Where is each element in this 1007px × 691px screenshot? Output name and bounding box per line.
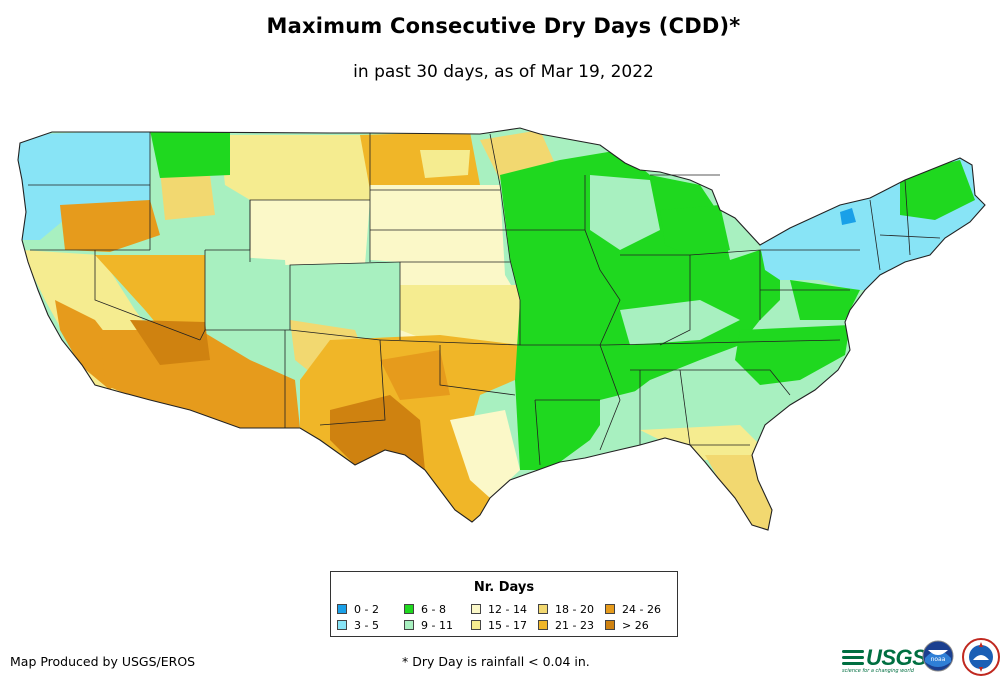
legend-item: 0 - 2 [337, 601, 404, 617]
legend-label: 15 - 17 [488, 618, 527, 632]
zone-arizona-24-26 [100, 330, 300, 428]
zone-ny-0-2 [840, 208, 856, 225]
usgs-logo: USGS science for a changing world [842, 641, 927, 675]
zone-stexas-12-14 [450, 410, 520, 498]
nws-logo-icon [962, 638, 1000, 676]
border-la-tx [534, 399, 541, 466]
legend-swatch [404, 620, 414, 630]
border-ok-ks [379, 339, 521, 346]
zone-wtexas-gt26 [330, 395, 425, 470]
legend-item: 15 - 17 [471, 617, 538, 633]
legend-label: 24 - 26 [622, 602, 661, 616]
zone-florida-18-20 [705, 455, 772, 530]
zone-carolinas-6-8 [735, 325, 850, 385]
zone-utah-9-11 [205, 255, 290, 335]
border-ms-la [599, 344, 621, 451]
zone-wyoming-12-14 [250, 200, 370, 265]
legend-label: 21 - 23 [555, 618, 594, 632]
legend-label: 6 - 8 [421, 602, 446, 616]
legend-label: 3 - 5 [354, 618, 379, 632]
legend-label: 12 - 14 [488, 602, 527, 616]
map-title: Maximum Consecutive Dry Days (CDD)* [266, 14, 741, 38]
border-ga-nc [630, 369, 791, 396]
legend: Nr. Days 0 - 2 3 - 5 6 - 8 9 - 11 12 - 14 15 … [330, 571, 678, 637]
state-borders [17, 127, 986, 531]
legend-swatch [337, 620, 347, 630]
border-vt-nh [869, 199, 881, 271]
zone-michigan-6-8 [660, 205, 730, 260]
zone-nd-15-17 [420, 150, 470, 178]
legend-swatch [605, 620, 615, 630]
zone-ntexas-24-26 [380, 350, 450, 400]
zone-nevada-21-23 [95, 255, 205, 340]
border-mississippi [584, 175, 621, 346]
legend-swatch [404, 604, 414, 614]
legend-label: 9 - 11 [421, 618, 453, 632]
zone-ohio-valley-9-11 [620, 300, 740, 345]
zone-idaho-18-20 [160, 170, 215, 220]
zone-nidaho-6-8 [150, 130, 230, 178]
usgs-tagline: science for a changing world [842, 668, 914, 674]
border-nm-tx [289, 329, 386, 426]
legend-swatch [538, 604, 548, 614]
legend-label: 0 - 2 [354, 602, 379, 616]
legend-item: 21 - 23 [538, 617, 605, 633]
legend-swatch [538, 620, 548, 630]
credit-text: Map Produced by USGS/EROS [10, 654, 196, 669]
border-four-corners [205, 261, 401, 331]
border-nh-me [904, 179, 911, 256]
zone-oregon-24-26 [60, 200, 160, 252]
zone-montana-15-17 [220, 135, 370, 200]
legend-item: > 26 [605, 617, 672, 633]
border-al-ga [679, 369, 691, 446]
zone-wisconsin-9-11 [590, 175, 660, 250]
legend-title: Nr. Days [473, 580, 535, 595]
us-outline [17, 127, 986, 531]
border-ma [879, 234, 941, 239]
legend-swatch [605, 604, 615, 614]
legend-label: > 26 [622, 618, 649, 632]
zone-sonoran-gt26 [130, 320, 210, 365]
legend-item: 3 - 5 [337, 617, 404, 633]
zone-colorado-9-11 [285, 262, 400, 340]
noaa-logo-icon: noaa [922, 640, 954, 672]
border-river-west [489, 133, 521, 345]
legend-item: 6 - 8 [404, 601, 471, 617]
legend-item: 24 - 26 [605, 601, 672, 617]
legend-swatch [471, 620, 481, 630]
border-il-in [620, 254, 691, 346]
legend-label: 18 - 20 [555, 602, 594, 616]
map-subtitle: in past 30 days, as of Mar 19, 2022 [353, 62, 654, 82]
cdd-fill-zones [18, 128, 985, 530]
legend-item: 18 - 20 [538, 601, 605, 617]
border-tn-ky [604, 339, 841, 346]
noaa-logo-text: noaa [931, 656, 946, 663]
legend-swatch [471, 604, 481, 614]
us-cdd-map [17, 127, 986, 531]
zone-gulf-15-17 [640, 425, 760, 460]
usgs-wave-icon [842, 647, 864, 669]
border-ok-tx [439, 345, 516, 396]
zone-kansas-15-17 [400, 285, 520, 345]
usgs-logo-text: USGS [866, 645, 927, 670]
legend-item: 9 - 11 [404, 617, 471, 633]
legend-swatch [337, 604, 347, 614]
border-ca-nv [94, 250, 201, 341]
legend-grid: 0 - 2 3 - 5 6 - 8 9 - 11 12 - 14 15 - 17 18 - … [337, 601, 672, 633]
footnote-text: * Dry Day is rainfall < 0.04 in. [402, 654, 590, 669]
zone-ndakota-21-23 [360, 132, 480, 192]
legend-item: 12 - 14 [471, 601, 538, 617]
